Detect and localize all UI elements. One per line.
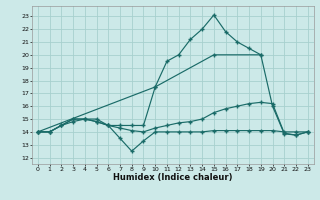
- X-axis label: Humidex (Indice chaleur): Humidex (Indice chaleur): [113, 173, 233, 182]
